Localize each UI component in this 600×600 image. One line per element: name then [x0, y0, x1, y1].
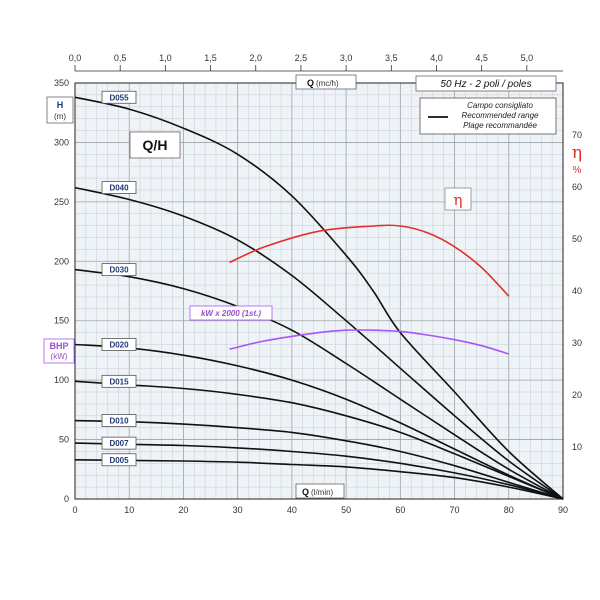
bottom-q-box [295, 483, 345, 499]
top-q-unit: (mc/h) [316, 79, 339, 88]
curve-d020 [74, 343, 564, 500]
eta-tick-label: 60 [572, 182, 582, 192]
bhp-axis-unit: (kW) [51, 352, 68, 361]
curve-label-box [101, 436, 137, 450]
x-tick-label: 70 [450, 505, 460, 515]
x-top-tick-label: 4,5 [475, 53, 488, 63]
bottom-q-label: Q [302, 487, 309, 497]
x-tick-label: 50 [341, 505, 351, 515]
eta-tick-label: 70 [572, 130, 582, 140]
header-label: 50 Hz - 2 poli / poles [440, 79, 531, 90]
y-tick-label: 0 [64, 494, 69, 504]
bhp-label-box [189, 305, 273, 321]
x-top-tick-label: 0,5 [114, 53, 127, 63]
y-tick-label: 50 [59, 435, 69, 445]
x-top-tick-label: 2,5 [295, 53, 308, 63]
x-axis-top: 0,0 0,5 1,0 1,5 2,0 2,5 3,0 3,5 4,0 4,5 5,0 [69, 53, 563, 72]
legend-line3: Plage recommandée [463, 121, 537, 130]
curves [74, 96, 564, 500]
curve-d005 [74, 459, 564, 500]
curve-label: D020 [109, 340, 129, 349]
x-top-tick-label: 2,0 [249, 53, 262, 63]
x-top-tick-label: 4,0 [430, 53, 443, 63]
x-tick-label: 0 [72, 505, 77, 515]
eff-label: η [454, 191, 463, 209]
curve-label-box [101, 263, 137, 277]
curve-label-box [101, 90, 137, 104]
curve-label: D040 [109, 184, 129, 193]
bhp-curve [229, 329, 510, 355]
curve-label: D007 [109, 439, 129, 448]
x-top-tick-label: 1,5 [204, 53, 217, 63]
h-axis-unit: (m) [54, 112, 66, 121]
eta-tick-label: 30 [572, 338, 582, 348]
h-label-box [46, 96, 74, 124]
curve-d007 [74, 442, 564, 500]
x-axis-bottom: 0 10 20 30 40 50 60 70 80 90 [72, 505, 568, 515]
y-tick-label: 250 [54, 197, 69, 207]
curve-label: D055 [109, 93, 129, 102]
bhp-axis-label: BHP [49, 341, 68, 351]
x-tick-label: 20 [178, 505, 188, 515]
curve-label: D030 [109, 266, 129, 275]
curve-d030 [74, 268, 564, 500]
curve-d015 [74, 380, 564, 500]
legend-box [419, 97, 557, 135]
curve-label-box [101, 181, 137, 194]
x-top-tick-label: 1,0 [159, 53, 172, 63]
curve-d010 [74, 419, 564, 500]
eta-axis-unit: % [573, 165, 582, 176]
curve-label: D010 [109, 417, 129, 426]
legend-line2: Recommended range [462, 111, 539, 120]
x-tick-label: 90 [558, 505, 568, 515]
top-q-box [295, 74, 357, 90]
top-q-label: Q [307, 78, 314, 88]
curve-label: D015 [109, 377, 129, 386]
y-axis-left: 0 50 100 150 200 250 300 350 [54, 78, 69, 504]
x-top-tick-label: 3,5 [385, 53, 398, 63]
x-top-tick-label: 5,0 [521, 53, 534, 63]
x-tick-label: 10 [124, 505, 134, 515]
x-tick-label: 80 [504, 505, 514, 515]
x-top-tick-label: 0,0 [69, 53, 82, 63]
curve-label-box [101, 338, 137, 351]
efficiency-curve [229, 224, 510, 297]
y-tick-label: 300 [54, 137, 69, 147]
curve-label: D005 [109, 456, 129, 465]
y-tick-label: 200 [54, 256, 69, 266]
eta-tick-label: 50 [572, 234, 582, 244]
eta-tick-label: 20 [572, 390, 582, 400]
x-tick-label: 30 [233, 505, 243, 515]
eff-label-box [444, 187, 472, 211]
eta-tick-label: 10 [572, 442, 582, 452]
bottom-q-unit: (l/min) [311, 488, 334, 497]
y-tick-label: 150 [54, 316, 69, 326]
h-axis-label: H [57, 100, 64, 110]
y-tick-label: 100 [54, 375, 69, 385]
legend-line1: Campo consigliato [467, 101, 533, 110]
eta-tick-label: 40 [572, 286, 582, 296]
y-axis-right: 10 20 30 40 50 60 70 [572, 130, 582, 452]
chart-title: Q/H [143, 137, 168, 153]
y-tick-label: 350 [54, 78, 69, 88]
header-box [415, 75, 557, 92]
x-tick-label: 60 [395, 505, 405, 515]
x-tick-label: 40 [287, 505, 297, 515]
curve-label-box [101, 453, 137, 467]
bhp-label: kW x 2000 (1st.) [201, 309, 261, 318]
curve-d040 [74, 186, 564, 500]
title-box [129, 131, 181, 159]
eta-axis-label: η [572, 143, 582, 163]
curve-labels: D055 D040 D030 D020 D015 D010 D007 D005 [101, 90, 137, 467]
curve-d055 [74, 96, 564, 500]
curve-label-box [101, 374, 137, 388]
curve-label-box [101, 414, 137, 427]
bhp-axis-box [43, 338, 75, 364]
x-top-tick-label: 3,0 [340, 53, 353, 63]
